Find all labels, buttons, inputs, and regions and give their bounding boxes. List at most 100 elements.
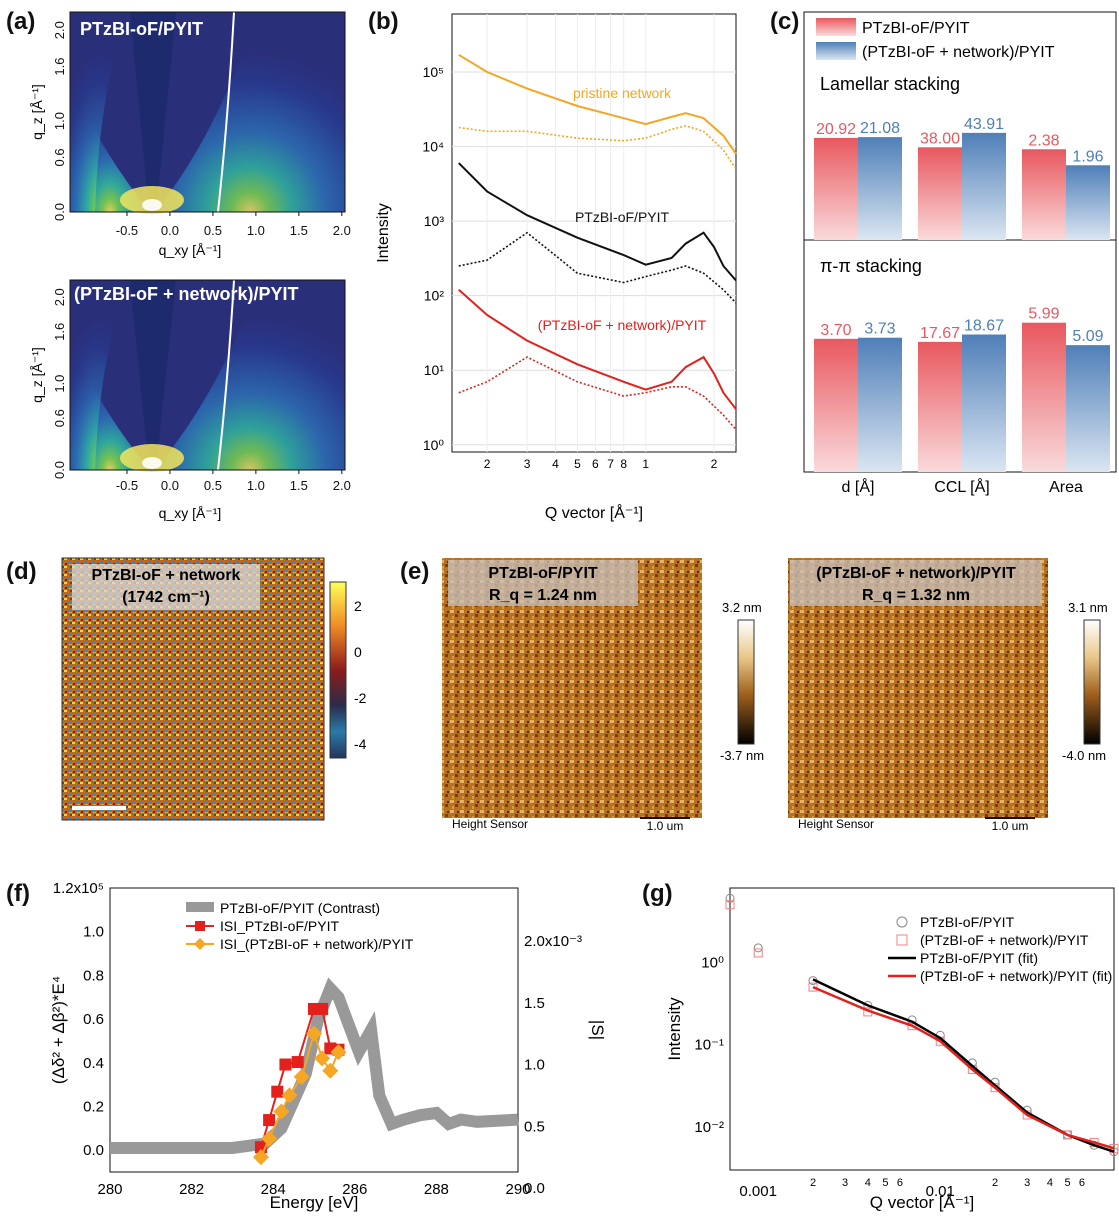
y-tick-label: 1.6: [52, 323, 67, 341]
legend-label: PTzBI-oF/PYIT: [920, 914, 1015, 930]
panel-e: PTzBI-oF/PYIT R_q = 1.24 nm Height Senso…: [400, 550, 1119, 850]
colorbar-tick-label: 2: [354, 598, 362, 614]
y-tick-label: 10⁻²: [694, 1119, 724, 1136]
x-tick-label: 284: [261, 1181, 286, 1198]
x-tick-label: 1: [642, 457, 649, 471]
x-tick-label: 0.5: [204, 478, 222, 493]
x-axis-label: Q vector [Å⁻¹]: [545, 503, 643, 522]
x-tick-label: 5: [882, 1177, 888, 1189]
afm-left-title: PTzBI-oF/PYIT: [488, 565, 598, 582]
data-point: [725, 900, 735, 910]
series-line-3: [458, 231, 737, 304]
y-tick-label: 0.0: [52, 203, 67, 221]
x-tick-label: 6: [592, 457, 599, 471]
giwaxs-bottom: [69, 279, 346, 472]
x-tick-label: 1.0: [247, 478, 265, 493]
y-tick-label: 10²: [424, 288, 445, 304]
y-tick-label: 10³: [424, 213, 445, 229]
x-tick-label: 1.5: [290, 478, 308, 493]
data-point: [271, 1085, 284, 1098]
bar: [814, 338, 858, 472]
data-point: [306, 1025, 322, 1042]
x-axis-label: Energy [eV]: [270, 1193, 359, 1212]
y-tick-label: 1.6: [52, 58, 67, 76]
y-tick-label: 10⁰: [701, 954, 724, 971]
panel-g: 10⁻² 10⁻¹ 10⁰ 0.001 2 3 4 5 6 0.01 2 3 4 5 6 Q vector […: [640, 860, 1119, 1215]
bar-value-label: 17.67: [920, 325, 960, 342]
colorbar-tick-label: -4: [354, 736, 367, 752]
y-axis-label: Intensity: [375, 203, 392, 263]
bar: [1022, 322, 1066, 472]
y-tick-label: 10¹: [424, 362, 445, 378]
x-tick-label: 0.0: [161, 478, 179, 493]
y-tick-label: 0.6: [83, 1011, 104, 1028]
afm-left-rq: R_q = 1.24 nm: [489, 587, 597, 604]
series-annotation: pristine network: [573, 85, 672, 101]
legend-swatch: [816, 18, 856, 36]
bar-value-label: 2.38: [1028, 132, 1059, 149]
y-tick-label: 0.6: [52, 409, 67, 427]
panel-label-f: (f): [6, 880, 30, 907]
scale-bar: [72, 806, 126, 810]
legend-label: ISI_(PTzBI-oF + network)/PYIT: [220, 936, 414, 952]
y-tick-label: 0.4: [83, 1055, 104, 1072]
bar: [918, 341, 962, 472]
category-label: CCL [Å]: [934, 477, 989, 496]
x-tick-label: 3: [842, 1177, 848, 1189]
legend-marker: [896, 934, 908, 946]
x-tick-label: 288: [424, 1181, 449, 1198]
series-line-0: [458, 53, 737, 155]
data-point: [808, 982, 818, 992]
data-point: [281, 1087, 298, 1104]
series-line-5: [458, 356, 737, 431]
panel-label-c: (c): [770, 8, 800, 35]
y-tick-label: 10⁰: [423, 437, 445, 453]
colorbar: [329, 581, 347, 759]
series-line-4: [458, 289, 737, 410]
y-axis-label: (Δδ² + Δβ²)*E⁴: [49, 976, 68, 1084]
bar: [814, 137, 858, 240]
bar-value-label: 18.67: [964, 318, 1004, 335]
x-tick-label: 2: [810, 1177, 816, 1189]
panel-label-g: (g): [642, 880, 673, 907]
afm-right-sensor: Height Sensor: [798, 817, 874, 831]
afm-figure: PTzBI-oF/PYIT R_q = 1.24 nm Height Senso…: [442, 558, 1108, 833]
data-point: [725, 893, 735, 903]
giwaxs-bottom-xlabel: q_xy [Å⁻¹]: [159, 505, 222, 521]
bar-value-label: 1.96: [1072, 148, 1103, 165]
map-title-line1: PTzBI-oF + network: [92, 567, 241, 584]
y-tick-label: 10⁵: [423, 64, 444, 80]
series-annotation: (PTzBI-oF + network)/PYIT: [538, 317, 707, 333]
series-line-1: [458, 124, 737, 170]
plot-frame: [109, 887, 519, 1173]
panel-label-a: (a): [6, 8, 36, 35]
x-tick-label: 0.001: [739, 1183, 777, 1200]
colorbar-tick-label: 0: [354, 644, 362, 660]
y-tick-label: 0.0: [83, 1142, 104, 1159]
chart-c: PTzBI-oF/PYIT (PTzBI-oF + network)/PYIT La…: [803, 11, 1117, 496]
afm-right-title: (PTzBI-oF + network)/PYIT: [816, 565, 1016, 582]
giwaxs-top-label: PTzBI-oF/PYIT: [80, 19, 203, 39]
legend-swatch: [816, 42, 856, 60]
y-tick-label: 0.2: [83, 1098, 104, 1115]
series-annotation: PTzBI-oF/PYIT: [575, 209, 670, 225]
x-tick-label: 1.0: [247, 223, 265, 238]
panel-c: PTzBI-oF/PYIT (PTzBI-oF + network)/PYIT La…: [800, 0, 1119, 540]
series-line-0: [110, 977, 519, 1154]
y2-tick-label: 0.0: [524, 1180, 545, 1197]
bar: [1066, 345, 1110, 472]
data-point: [322, 1062, 339, 1079]
bar: [1066, 165, 1110, 240]
x-tick-label: 8: [620, 457, 627, 471]
data-point: [291, 1056, 304, 1069]
chart-f: 280 282 284 286 288 2900.00.20.40.60.81.01.2x…: [49, 880, 607, 1212]
data-point: [252, 1149, 269, 1166]
x-tick-label: 2.0: [333, 478, 351, 493]
bar: [1022, 149, 1066, 240]
bar-value-label: 20.92: [816, 121, 856, 138]
y-tick-label: 10⁴: [422, 139, 444, 155]
y-tick-label: 0.0: [52, 461, 67, 479]
panel-d: PTzBI-oF + network (1742 cm⁻¹) 2 0 -2 -4: [0, 550, 400, 850]
bar-value-label: 5.09: [1072, 328, 1103, 345]
afm-right-scale: 1.0 um: [992, 819, 1029, 833]
